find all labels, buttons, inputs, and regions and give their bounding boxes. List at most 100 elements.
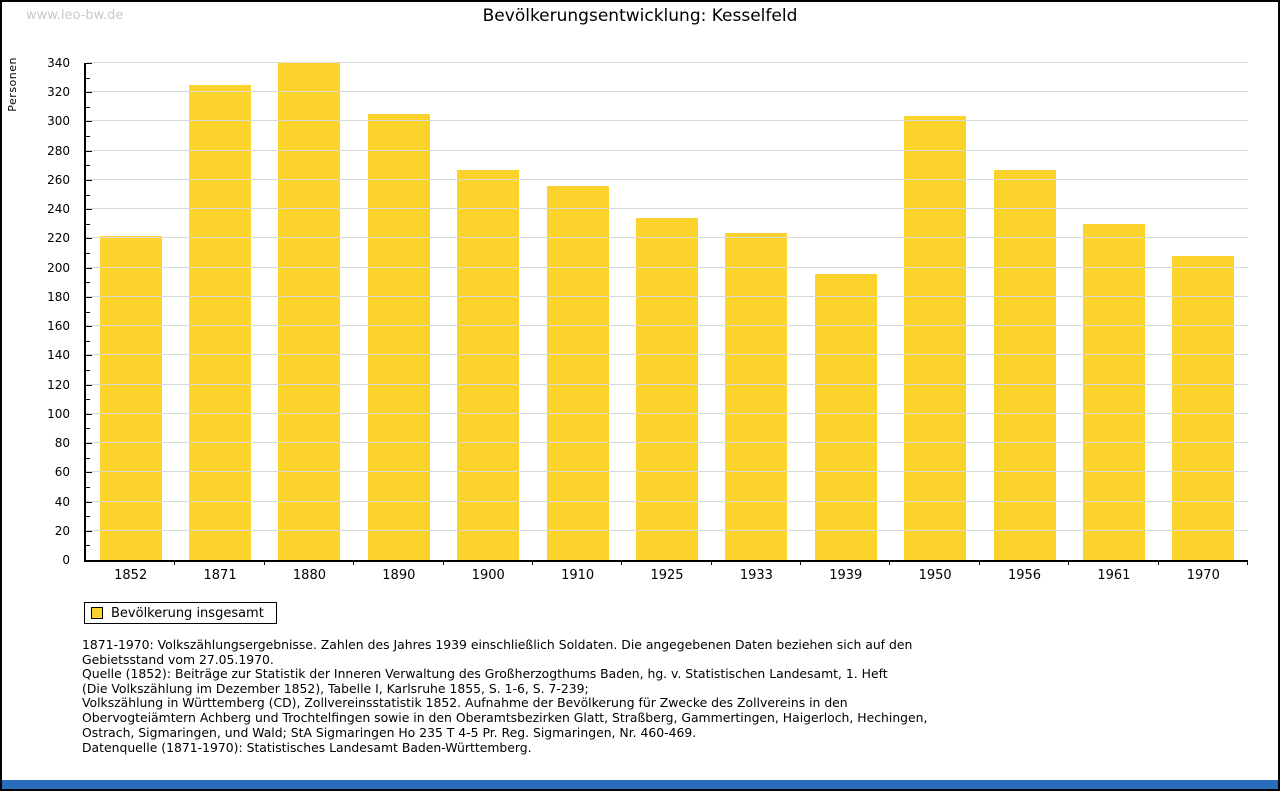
x-tick-label-1890: 1890 — [382, 568, 416, 583]
chart-title: Bevölkerungsentwicklung: Kesselfeld — [482, 6, 798, 26]
y-tick-label-40: 40 — [54, 494, 70, 509]
legend-label: Bevölkerung insgesamt — [111, 605, 264, 621]
y-tick-170 — [86, 311, 90, 313]
y-tick-210 — [86, 253, 90, 255]
bar-1933 — [725, 232, 788, 560]
bar-chart: 0 20 40 60 80 100 120 140 160 180 200 220 240 260 280 3… — [47, 56, 1248, 583]
x-tick-label-1970: 1970 — [1186, 568, 1220, 583]
y-tick-340 — [86, 63, 92, 64]
y-tick-190 — [86, 282, 90, 284]
y-tick-250 — [86, 194, 90, 196]
bar-1890 — [367, 114, 430, 560]
x-tick-label-1939: 1939 — [829, 568, 863, 583]
gridline-120 — [86, 383, 1248, 385]
x-tick-label-1852: 1852 — [114, 568, 148, 583]
y-tick-20 — [86, 530, 92, 532]
y-tick-160 — [86, 326, 92, 328]
y-tick-260 — [86, 179, 92, 181]
gridline-160 — [86, 325, 1248, 327]
bar-1956 — [993, 169, 1056, 560]
gridline-300 — [86, 120, 1248, 122]
bottom-bar — [2, 780, 1278, 789]
legend-swatch-icon — [91, 607, 103, 619]
y-tick-330 — [86, 77, 90, 79]
bar-slot-1852 — [86, 63, 175, 560]
x-tick-label-1910: 1910 — [561, 568, 595, 583]
bar-slot-1970 — [1159, 63, 1248, 560]
x-tick-label-1956: 1956 — [1007, 568, 1042, 583]
y-tick-label-60: 60 — [54, 465, 70, 480]
y-tick-200 — [86, 267, 92, 269]
y-axis-labels: 0 20 40 60 80 100 120 140 160 180 200 220 240 260 280 3… — [18, 56, 78, 567]
gridline-100 — [86, 412, 1248, 414]
gridline-240 — [86, 208, 1248, 210]
bar-1852 — [99, 235, 162, 560]
bar-slot-1880 — [265, 63, 354, 560]
bar-slot-1925 — [622, 63, 711, 560]
x-tick-label-1880: 1880 — [292, 568, 326, 583]
bar-slot-1933 — [712, 63, 801, 560]
y-tick-label-220: 220 — [47, 231, 70, 246]
gridline-280 — [86, 149, 1248, 151]
y-tick-280 — [86, 150, 92, 152]
y-tick-label-340: 340 — [47, 56, 70, 70]
source-notes: 1871-1970: Volkszählungsergebnisse. Zahl… — [82, 637, 928, 740]
y-tick-290 — [86, 136, 90, 138]
y-tick-50 — [86, 486, 90, 488]
y-tick-label-120: 120 — [47, 377, 70, 392]
y-tick-240 — [86, 209, 92, 211]
y-tick-label-80: 80 — [54, 436, 70, 451]
legend: Bevölkerung insgesamt — [84, 602, 277, 624]
bar-slot-1956 — [980, 63, 1069, 560]
bar-1871 — [189, 84, 252, 560]
bar-slot-1950 — [891, 63, 980, 560]
y-tick-310 — [86, 106, 90, 108]
bar-slot-1871 — [175, 63, 264, 560]
gridline-80 — [86, 442, 1248, 444]
bar-1950 — [904, 115, 967, 560]
y-tick-label-300: 300 — [47, 114, 70, 129]
y-tick-label-280: 280 — [47, 143, 70, 158]
y-tick-0 — [86, 560, 92, 561]
bar-1910 — [546, 185, 609, 560]
y-tick-label-160: 160 — [47, 319, 70, 334]
x-boundary-tick-5 — [531, 560, 533, 565]
gridline-40 — [86, 500, 1248, 502]
x-tick-label-1871: 1871 — [203, 568, 237, 583]
y-tick-label-320: 320 — [47, 85, 70, 100]
y-tick-label-0: 0 — [62, 553, 70, 567]
y-tick-100 — [86, 413, 92, 415]
bar-slot-1900 — [444, 63, 533, 560]
y-tick-40 — [86, 501, 92, 503]
y-tick-label-140: 140 — [47, 348, 70, 363]
bar-slot-1961 — [1069, 63, 1158, 560]
y-tick-80 — [86, 443, 92, 445]
gridline-320 — [86, 91, 1248, 93]
x-boundary-tick-9 — [889, 560, 891, 565]
y-tick-180 — [86, 296, 92, 298]
x-boundary-tick-11 — [1068, 560, 1070, 565]
gridline-340 — [86, 62, 1248, 63]
gridline-60 — [86, 471, 1248, 473]
y-tick-label-200: 200 — [47, 260, 70, 275]
x-tick-label-1950: 1950 — [918, 568, 952, 583]
gridline-260 — [86, 178, 1248, 180]
bar-slot-1910 — [533, 63, 622, 560]
x-tick-label-1925: 1925 — [650, 568, 684, 583]
y-tick-110 — [86, 399, 90, 401]
x-boundary-tick-1 — [174, 560, 176, 565]
x-boundary-tick-6 — [621, 560, 623, 565]
data-source-note: Datenquelle (1871-1970): Statistisches L… — [82, 740, 532, 755]
x-boundary-tick-10 — [978, 560, 980, 565]
bar-slot-1939 — [801, 63, 890, 560]
y-tick-60 — [86, 472, 92, 474]
y-tick-230 — [86, 223, 90, 225]
x-boundary-tick-3 — [353, 560, 355, 565]
bar-1880 — [278, 63, 341, 560]
x-boundary-tick-13 — [1247, 560, 1248, 565]
y-tick-label-20: 20 — [54, 523, 70, 538]
gridline-220 — [86, 237, 1248, 239]
y-tick-140 — [86, 355, 92, 357]
y-tick-70 — [86, 457, 90, 459]
